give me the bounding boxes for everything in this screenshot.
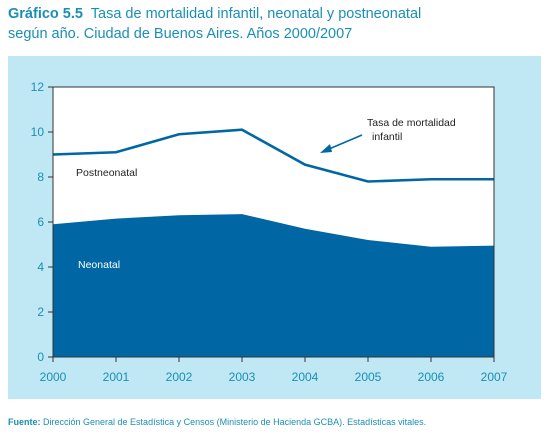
area-chart: 0 2 4 6 8 10 12 2000 2001 2002 2003 2004 2005 2006 200… <box>31 80 508 384</box>
annotation-arrowhead <box>320 144 332 153</box>
source-text: Dirección General de Estadística y Censo… <box>43 417 427 427</box>
chart-frame: 0 2 4 6 8 10 12 2000 2001 2002 2003 2004 2005 2006 200… <box>8 56 541 399</box>
annotation-postneonatal: Postneonatal <box>76 167 137 179</box>
neonatal-area <box>53 214 494 357</box>
y-tick-label: 0 <box>37 350 44 364</box>
annotation-infantil-line2: infantil <box>372 131 402 143</box>
x-tick-label: 2007 <box>481 370 508 384</box>
chart-source: Fuente: Dirección General de Estadística… <box>8 417 426 427</box>
chart-title-line2: según año. Ciudad de Buenos Aires. Años … <box>8 26 353 42</box>
x-tick-label: 2000 <box>40 370 67 384</box>
annotation-infantil-line1: Tasa de mortalidad <box>367 117 456 129</box>
y-tick-label: 4 <box>37 260 44 274</box>
x-tick-label: 2002 <box>166 370 193 384</box>
chart-title: Gráfico 5.5 Tasa de mortalidad infantil,… <box>8 4 548 44</box>
y-tick-label: 6 <box>37 215 44 229</box>
y-tick-label: 2 <box>37 305 44 319</box>
x-tick-label: 2005 <box>355 370 382 384</box>
y-tick-label: 10 <box>31 125 45 139</box>
annotation-arrow <box>328 134 363 150</box>
x-tick-label: 2001 <box>103 370 130 384</box>
annotation-neonatal: Neonatal <box>78 259 120 271</box>
infantil-line <box>52 128 494 183</box>
y-tick-label: 12 <box>31 80 45 94</box>
source-label: Fuente: <box>8 417 41 427</box>
x-tick-label: 2006 <box>418 370 445 384</box>
chart-title-line1: Tasa de mortalidad infantil, neonatal y … <box>90 6 422 22</box>
chart-title-label: Gráfico 5.5 <box>8 6 83 22</box>
x-tick-label: 2003 <box>229 370 256 384</box>
x-tick-label: 2004 <box>292 370 319 384</box>
y-tick-label: 8 <box>37 170 44 184</box>
